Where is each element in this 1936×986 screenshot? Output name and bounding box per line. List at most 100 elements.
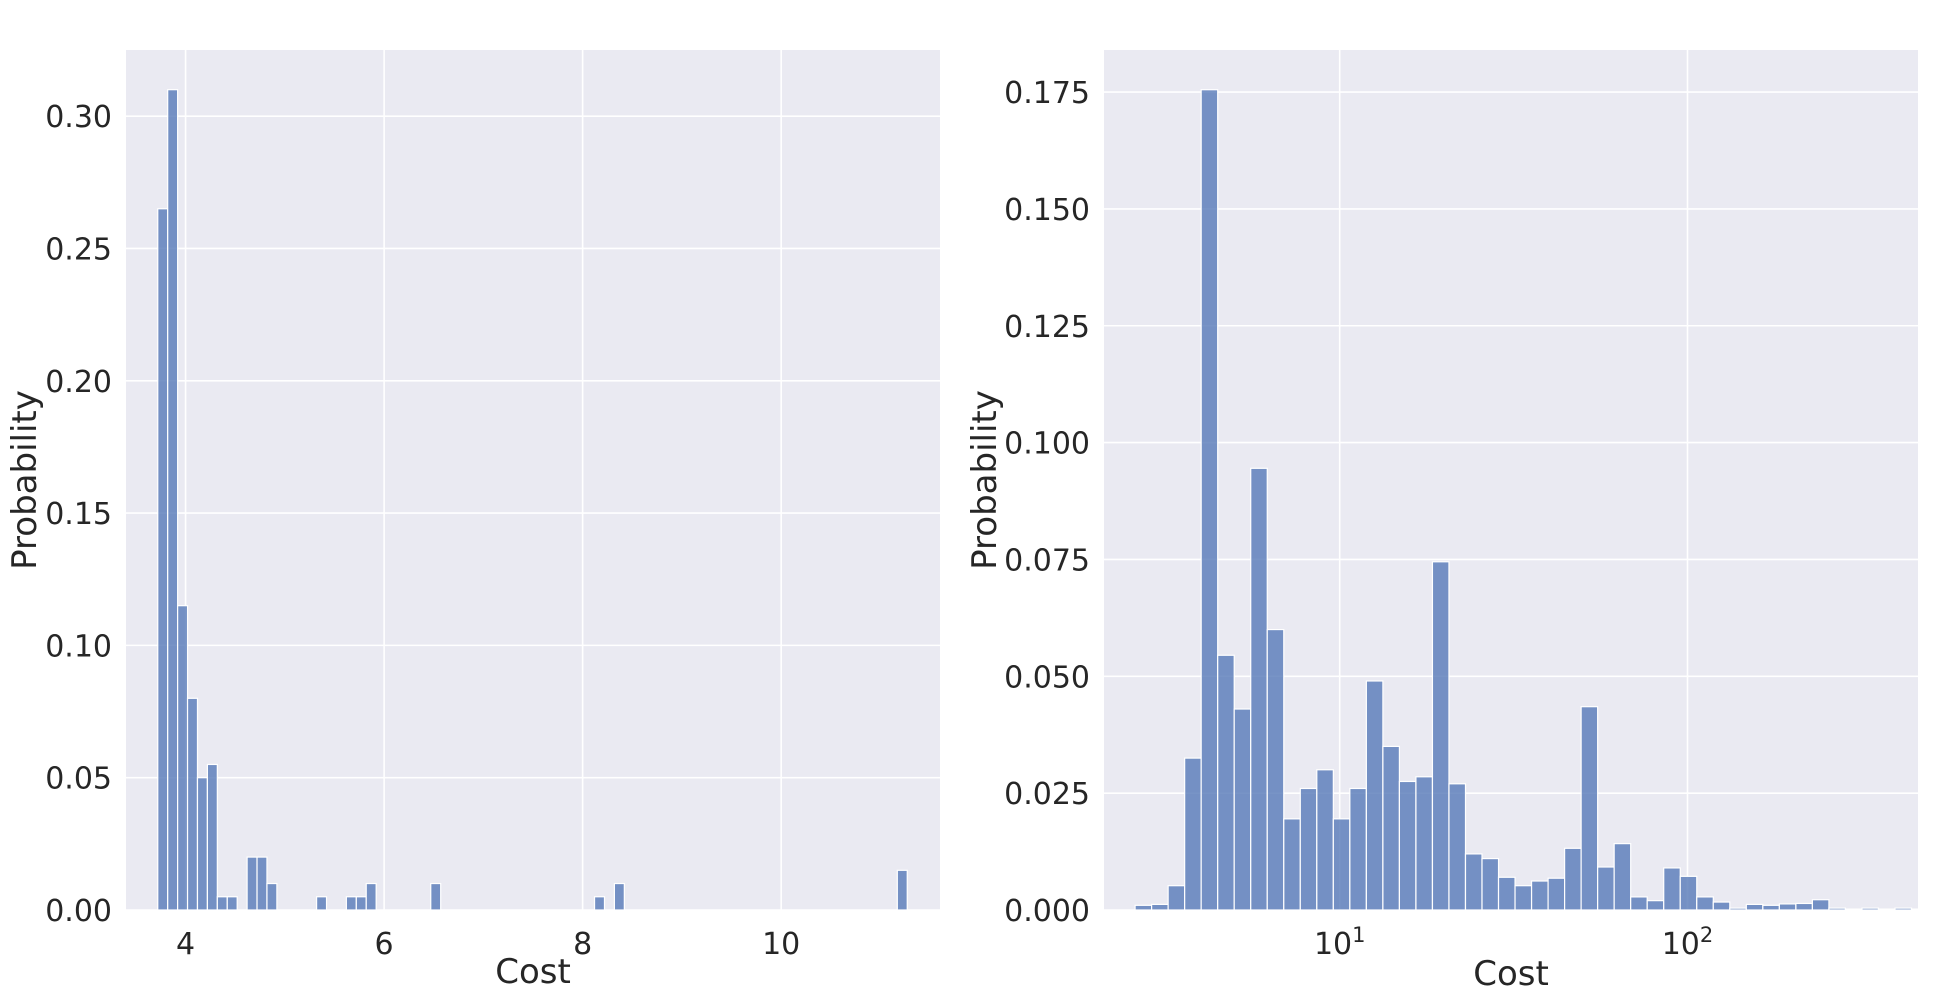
left-histogram-bar: [226, 896, 238, 911]
left-histogram-bar: [246, 856, 258, 911]
right-histogram-bar: [1729, 907, 1747, 911]
right-histogram-bar: [1530, 880, 1549, 911]
left-y-tick-label: 0.20: [45, 365, 112, 400]
right-histogram-bar: [1497, 876, 1516, 911]
right-y-tick-label: 0.000: [1004, 894, 1090, 929]
left-y-tick-label: 0.30: [45, 100, 112, 135]
right-histogram-bar: [1200, 89, 1219, 911]
right-histogram-bar: [1365, 680, 1384, 911]
right-histogram-bar: [1811, 899, 1830, 911]
left-histogram-bar: [613, 882, 625, 911]
right-histogram-bar: [1663, 867, 1681, 911]
right-histogram-bar: [1828, 907, 1847, 911]
right-histogram-bar: [1679, 875, 1698, 911]
right-x-axis-label: Cost: [1473, 954, 1549, 986]
left-histogram-bar: [315, 896, 328, 911]
right-histogram-bar: [1398, 780, 1417, 911]
right-y-axis-label: Probability: [965, 390, 1005, 570]
right-histogram-bar: [1696, 896, 1714, 911]
right-histogram-bar: [1217, 654, 1235, 911]
right-histogram-bar: [1547, 877, 1566, 911]
right-y-tick-label: 0.050: [1004, 660, 1090, 695]
left-histogram-bar: [167, 89, 179, 911]
left-histogram-bar: [896, 869, 908, 911]
left-histogram-bar: [355, 896, 367, 911]
right-histogram-bar: [1266, 628, 1285, 911]
right-histogram-bar: [1464, 853, 1483, 911]
right-histogram-bar: [1250, 467, 1268, 911]
right-histogram-bar: [1597, 866, 1615, 911]
right-y-tick-label: 0.150: [1004, 193, 1090, 228]
right-histogram-bar: [1910, 908, 1929, 911]
right-histogram-bar: [1382, 745, 1401, 911]
right-histogram-bar: [1184, 757, 1202, 911]
right-x-tick-label: 101: [1314, 923, 1366, 962]
right-histogram-bar: [1795, 902, 1813, 911]
right-histogram-bar: [1712, 901, 1731, 911]
left-histogram-bar: [196, 777, 209, 911]
right-histogram-bar: [1233, 708, 1252, 911]
left-histogram-bar: [177, 605, 189, 911]
right-histogram-bar: [1927, 908, 1936, 911]
right-histogram-bar: [1844, 908, 1863, 911]
left-y-tick-label: 0.10: [45, 629, 112, 664]
right-bars: [1134, 89, 1936, 911]
right-histogram-bar: [1894, 907, 1913, 911]
left-bars: [157, 89, 908, 911]
left-histogram-bar: [266, 882, 278, 911]
right-histogram-bar: [1514, 885, 1533, 911]
right-histogram-bar: [1745, 903, 1764, 911]
left-histogram-bar: [256, 856, 268, 911]
right-histogram-bar: [1448, 783, 1467, 911]
right-histogram-bar: [1778, 903, 1797, 911]
right-histogram-bar: [1580, 706, 1599, 911]
right-histogram-bar: [1283, 818, 1301, 911]
left-y-tick-label: 0.25: [45, 232, 112, 267]
left-x-tick-label: 8: [573, 927, 592, 962]
left-histogram-bar: [157, 208, 169, 911]
left-histogram-bar: [206, 763, 218, 911]
left-histogram-bar: [593, 896, 606, 911]
left-histogram-chart: 0.000.050.100.150.200.250.30 4 6 8 10 Cost …: [5, 50, 940, 986]
left-x-tick-label: 10: [762, 927, 800, 962]
right-histogram-bar: [1332, 818, 1351, 911]
right-y-tick-label: 0.100: [1004, 427, 1090, 462]
left-histogram-bar: [430, 882, 442, 911]
right-y-tick-labels: 0.000 0.025 0.050 0.075 0.100 0.125 0.150 0.175: [1004, 76, 1090, 929]
left-y-tick-label: 0.00: [45, 894, 112, 929]
right-histogram-chart: 0.000 0.025 0.050 0.075 0.100 0.125 0.150 0.175…: [965, 50, 1936, 986]
right-histogram-bar: [1415, 776, 1434, 911]
right-histogram-bar: [1431, 561, 1450, 911]
right-histogram-bar: [1151, 903, 1169, 911]
right-x-tick-label: 102: [1662, 923, 1714, 962]
right-histogram-bar: [1762, 904, 1780, 911]
left-histogram-bar: [365, 882, 377, 911]
right-histogram-bar: [1134, 904, 1153, 911]
left-y-tick-labels: 0.00 0.05 0.10 0.15 0.20 0.25 0.30: [45, 100, 112, 929]
left-gridlines: [126, 50, 940, 911]
left-plot-background: [126, 50, 940, 910]
right-histogram-bar: [1613, 843, 1632, 911]
right-y-tick-label: 0.175: [1004, 76, 1090, 111]
right-y-tick-label: 0.025: [1004, 777, 1090, 812]
left-y-tick-label: 0.15: [45, 497, 112, 532]
right-y-tick-label: 0.125: [1004, 310, 1090, 345]
left-histogram-bar: [186, 697, 199, 911]
left-y-axis-label: Probability: [5, 390, 45, 570]
right-histogram-bar: [1481, 857, 1500, 911]
left-x-tick-labels: 4 6 8 10: [176, 927, 800, 962]
right-histogram-bar: [1877, 908, 1896, 911]
right-histogram-bar: [1167, 885, 1186, 911]
right-histogram-bar: [1349, 787, 1367, 911]
right-x-tick-labels: 101 102: [1314, 923, 1713, 962]
left-x-tick-label: 6: [375, 927, 394, 962]
right-histogram-bar: [1861, 907, 1880, 911]
left-x-axis-label: Cost: [495, 952, 571, 986]
right-histogram-bar: [1646, 900, 1665, 911]
right-histogram-bar: [1630, 896, 1648, 911]
right-histogram-bar: [1564, 847, 1582, 911]
left-histogram-bar: [345, 896, 357, 911]
left-y-tick-label: 0.05: [45, 762, 112, 797]
right-histogram-bar: [1316, 769, 1334, 911]
